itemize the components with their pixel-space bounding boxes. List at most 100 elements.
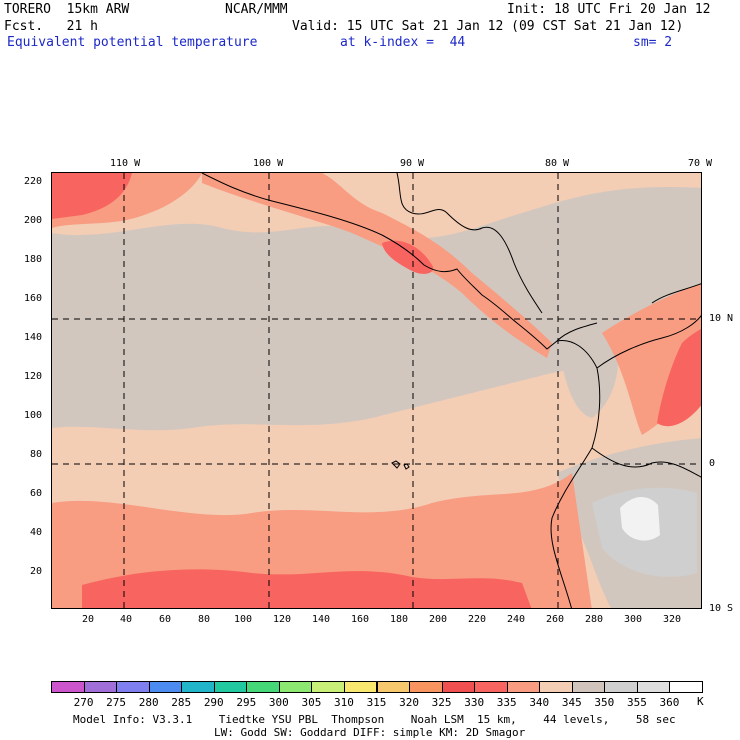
y-tick: 80	[30, 449, 43, 460]
colorbar-swatch	[83, 681, 118, 693]
x-tick: 240	[507, 614, 526, 625]
colorbar-label: 280	[138, 696, 159, 709]
x-tick: 300	[624, 614, 643, 625]
run-title: TORERO 15km ARW	[4, 2, 130, 17]
x-tick: 220	[468, 614, 487, 625]
vertical-level: at k-index = 44	[340, 35, 466, 50]
colorbar-swatch	[278, 681, 313, 693]
colorbar-swatch	[246, 681, 280, 693]
colorbar-swatch	[636, 681, 671, 693]
theta-e-field-map	[52, 173, 701, 608]
coastline-caribbean	[396, 173, 543, 314]
y-tick: 120	[24, 371, 43, 382]
band-345-ocean	[52, 187, 701, 431]
colorbar-swatch	[148, 681, 183, 693]
colorbar-swatch	[376, 681, 411, 693]
coastline-central-america	[201, 173, 598, 350]
colorbar-label: 315	[366, 696, 387, 709]
y-tick: 60	[30, 488, 43, 499]
lat-label-10s: 10 S	[709, 603, 734, 614]
colorbar-label: 350	[594, 696, 615, 709]
colorbar-swatch	[474, 681, 508, 693]
band-330-south	[82, 569, 532, 608]
coastline-galapagos	[391, 460, 410, 470]
colorbar-swatch	[51, 681, 85, 693]
model-info: Model Info: V3.3.1 Tiedtke YSU PBL Thomp…	[73, 713, 676, 726]
coastlines	[201, 173, 701, 608]
x-tick: 280	[585, 614, 604, 625]
x-tick: 140	[312, 614, 331, 625]
lon-label-110w: 110 W	[110, 158, 141, 169]
colorbar-label: 330	[464, 696, 485, 709]
forecast-hour: Fcst. 21 h	[4, 19, 98, 34]
colorbar-label: 320	[399, 696, 419, 709]
colorbar-label: 310	[334, 696, 354, 709]
x-tick: 180	[390, 614, 409, 625]
colorbar-swatch	[409, 681, 443, 693]
colorbar-swatch	[116, 681, 150, 693]
band-335-central-america	[202, 173, 552, 358]
colorbar-label: 325	[431, 696, 452, 709]
colorbar-swatch	[669, 681, 703, 693]
band-330-northeast	[657, 329, 701, 427]
y-tick: 160	[24, 293, 43, 304]
colorbar-swatch	[181, 681, 215, 693]
colorbar-label: 360	[659, 696, 680, 709]
band-355-patch	[620, 497, 660, 541]
valid-time: Valid: 15 UTC Sat 21 Jan 12 (09 CST Sat …	[292, 19, 684, 34]
lat-label-10n: 10 N	[709, 313, 734, 324]
colorbar-swatch	[441, 681, 476, 693]
x-tick: 20	[82, 614, 95, 625]
lon-label-90w: 90 W	[400, 158, 425, 169]
band-330-central-america	[382, 240, 434, 274]
colorbar-label: 340	[529, 696, 550, 709]
y-tick: 20	[30, 566, 43, 577]
colorbar-label: 335	[496, 696, 517, 709]
colorbar-label: 295	[236, 696, 257, 709]
colorbar-label: 305	[301, 696, 322, 709]
colorbar-swatch	[604, 681, 638, 693]
colorbar-label: 290	[203, 696, 224, 709]
colorbar-swatch	[213, 681, 248, 693]
physics-info: LW: Godd SW: Goddard DIFF: simple KM: 2D…	[214, 726, 526, 739]
x-tick: 100	[234, 614, 253, 625]
map-panel	[51, 172, 702, 609]
band-330-northwest	[52, 173, 132, 219]
colorbar-label: 275	[106, 696, 127, 709]
colorbar-swatch	[311, 681, 345, 693]
band-345-caribbean	[557, 318, 619, 418]
lon-label-70w: 70 W	[688, 158, 713, 169]
x-tick: 160	[351, 614, 370, 625]
field-name: Equivalent potential temperature	[7, 35, 258, 50]
x-tick: 200	[429, 614, 448, 625]
border-ecuador-peru	[591, 447, 701, 478]
x-tick: 80	[198, 614, 211, 625]
colorbar-label: 355	[626, 696, 647, 709]
colorbar-swatch	[506, 681, 541, 693]
lat-lon-grid	[52, 173, 701, 608]
coastline-northeast	[651, 283, 701, 304]
x-tick: 120	[273, 614, 292, 625]
x-tick: 40	[120, 614, 133, 625]
colorbar-swatch	[571, 681, 606, 693]
x-tick: 60	[159, 614, 172, 625]
x-tick: 320	[663, 614, 682, 625]
colorbar-swatch	[343, 681, 378, 693]
lon-label-100w: 100 W	[253, 158, 284, 169]
lat-label-equator: 0	[709, 458, 716, 469]
colorbar-unit: K	[697, 695, 704, 708]
init-time: Init: 18 UTC Fri 20 Jan 12	[507, 2, 711, 17]
y-tick: 180	[24, 254, 43, 265]
colorbar-label: 285	[171, 696, 192, 709]
smoothing-label: sm= 2	[633, 35, 673, 50]
colorbar-label: 300	[268, 696, 289, 709]
colorbar-swatch	[539, 681, 573, 693]
colorbar-label: 270	[73, 696, 94, 709]
y-tick: 140	[24, 332, 43, 343]
lon-label-80w: 80 W	[545, 158, 570, 169]
y-tick: 220	[24, 176, 43, 187]
colorbar-label: 345	[561, 696, 582, 709]
y-tick: 200	[24, 215, 43, 226]
institution-label: NCAR/MMM	[225, 2, 288, 17]
y-tick: 100	[24, 410, 43, 421]
